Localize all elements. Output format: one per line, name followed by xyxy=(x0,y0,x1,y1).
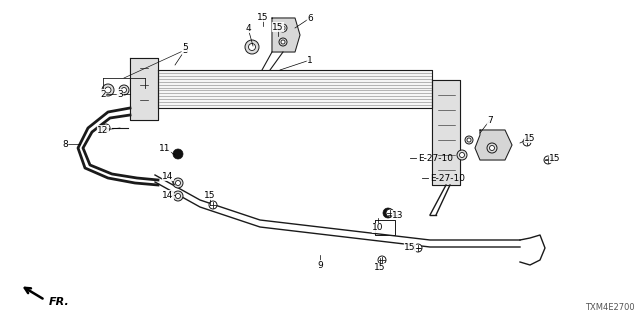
Circle shape xyxy=(465,136,473,144)
Circle shape xyxy=(378,256,386,264)
Text: 12: 12 xyxy=(97,125,109,134)
Circle shape xyxy=(383,208,393,218)
Text: E-27-10: E-27-10 xyxy=(430,173,465,182)
Text: 13: 13 xyxy=(392,211,404,220)
Circle shape xyxy=(175,194,180,198)
Text: 5: 5 xyxy=(182,43,188,52)
Circle shape xyxy=(487,143,497,153)
Circle shape xyxy=(248,44,255,51)
Text: 11: 11 xyxy=(159,143,171,153)
Circle shape xyxy=(281,40,285,44)
Text: 10: 10 xyxy=(372,223,384,233)
Text: 8: 8 xyxy=(62,140,68,148)
Circle shape xyxy=(209,201,217,209)
Circle shape xyxy=(281,26,285,30)
Text: E-27-10: E-27-10 xyxy=(418,154,453,163)
Text: 7: 7 xyxy=(487,116,493,124)
Text: 15: 15 xyxy=(404,244,416,252)
Circle shape xyxy=(122,87,127,92)
Circle shape xyxy=(173,149,183,159)
Text: 2: 2 xyxy=(100,90,106,99)
Polygon shape xyxy=(432,80,460,185)
Polygon shape xyxy=(158,70,432,108)
Circle shape xyxy=(173,191,183,201)
Text: 15: 15 xyxy=(549,154,561,163)
Polygon shape xyxy=(272,18,300,52)
Circle shape xyxy=(414,244,422,252)
Text: 1: 1 xyxy=(307,55,313,65)
Circle shape xyxy=(245,40,259,54)
Circle shape xyxy=(544,156,552,164)
Circle shape xyxy=(386,209,394,217)
Circle shape xyxy=(523,138,531,146)
Text: 15: 15 xyxy=(272,22,284,31)
Text: 3: 3 xyxy=(117,90,123,99)
Circle shape xyxy=(173,178,183,188)
Circle shape xyxy=(490,146,495,150)
Text: TXM4E2700: TXM4E2700 xyxy=(586,303,635,312)
Text: 15: 15 xyxy=(204,190,216,199)
Circle shape xyxy=(460,153,465,157)
Text: 9: 9 xyxy=(317,260,323,269)
Text: 14: 14 xyxy=(163,172,173,180)
Text: FR.: FR. xyxy=(49,297,70,307)
Circle shape xyxy=(175,180,180,186)
Circle shape xyxy=(102,84,114,96)
Polygon shape xyxy=(475,130,512,160)
Circle shape xyxy=(102,124,110,132)
Polygon shape xyxy=(130,58,158,120)
Circle shape xyxy=(119,85,129,95)
Text: 15: 15 xyxy=(524,133,536,142)
Text: 6: 6 xyxy=(307,13,313,22)
Circle shape xyxy=(467,138,471,142)
Circle shape xyxy=(457,150,467,160)
Circle shape xyxy=(105,87,111,93)
Text: 5: 5 xyxy=(182,45,188,54)
Circle shape xyxy=(279,38,287,46)
Text: 14: 14 xyxy=(163,190,173,199)
Text: 4: 4 xyxy=(245,23,251,33)
Circle shape xyxy=(279,24,287,32)
Text: 15: 15 xyxy=(374,263,386,273)
Text: 15: 15 xyxy=(257,12,269,21)
